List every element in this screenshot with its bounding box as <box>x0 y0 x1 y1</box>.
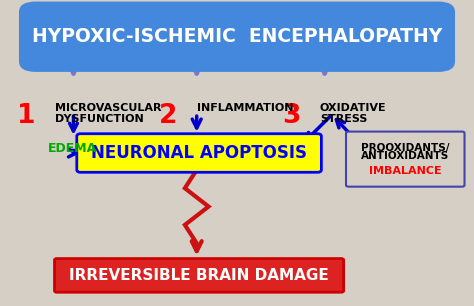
Text: EDEMA: EDEMA <box>47 142 97 155</box>
Text: 2: 2 <box>159 103 177 129</box>
Text: NEURONAL APOPTOSIS: NEURONAL APOPTOSIS <box>91 144 307 162</box>
Text: ANTIOXIDANTS: ANTIOXIDANTS <box>361 151 449 161</box>
Text: PROOXIDANTS/: PROOXIDANTS/ <box>361 144 449 153</box>
Text: MICROVASCULAR
DYSFUNCTION: MICROVASCULAR DYSFUNCTION <box>55 103 161 124</box>
FancyBboxPatch shape <box>19 2 455 72</box>
FancyBboxPatch shape <box>77 134 321 172</box>
Text: IRREVERSIBLE BRAIN DAMAGE: IRREVERSIBLE BRAIN DAMAGE <box>69 268 329 283</box>
Text: HYPOXIC-ISCHEMIC  ENCEPHALOPATHY: HYPOXIC-ISCHEMIC ENCEPHALOPATHY <box>32 27 442 46</box>
Text: OXIDATIVE
STRESS: OXIDATIVE STRESS <box>320 103 387 124</box>
Text: INFLAMMATION: INFLAMMATION <box>197 103 293 113</box>
Text: 1: 1 <box>17 103 36 129</box>
Text: 3: 3 <box>283 103 301 129</box>
Text: IMBALANCE: IMBALANCE <box>369 166 442 176</box>
FancyBboxPatch shape <box>346 132 465 187</box>
FancyBboxPatch shape <box>55 259 344 292</box>
